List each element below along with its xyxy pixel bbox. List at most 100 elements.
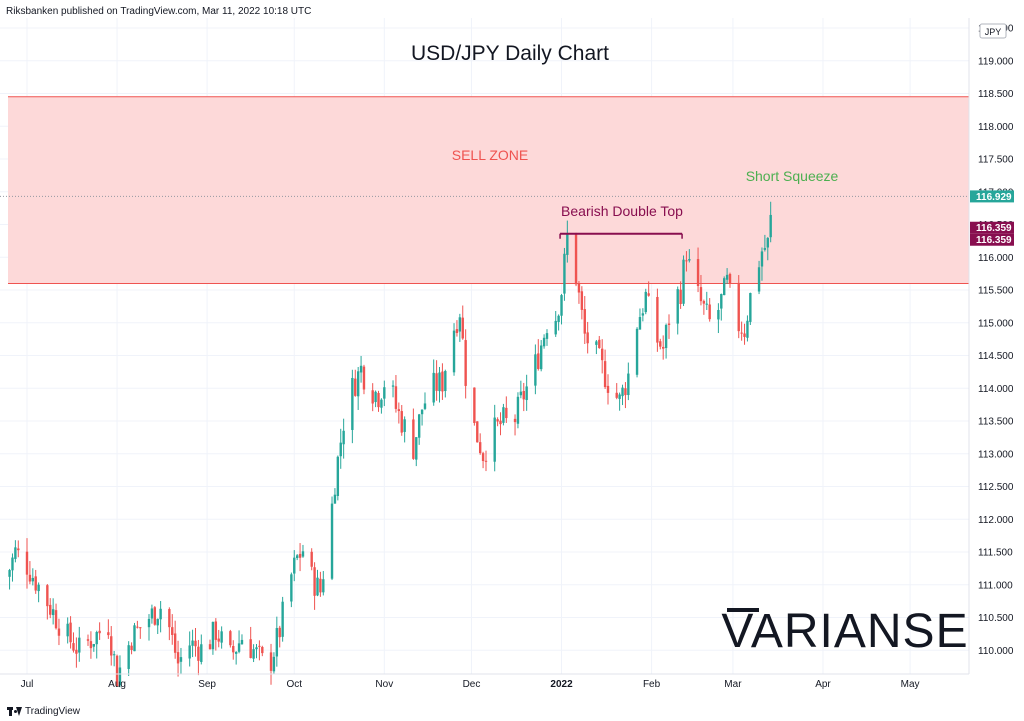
candle-body — [110, 636, 113, 656]
price-tick-label: 117.500 — [978, 155, 1014, 166]
candle-body — [336, 456, 340, 496]
tradingview-logo-icon — [7, 706, 22, 716]
candle-body — [606, 385, 610, 393]
currency-badge — [979, 23, 1007, 39]
candle-body — [298, 553, 302, 558]
candle-body — [229, 631, 232, 646]
price-tick-label: 112.500 — [978, 482, 1014, 493]
varianse-watermark-bar — [727, 608, 759, 612]
candle-body — [438, 372, 441, 392]
candle-body — [435, 373, 438, 391]
candle-body — [200, 644, 203, 662]
candle-body — [444, 370, 447, 391]
candle-body — [133, 625, 136, 652]
candle-body — [478, 442, 482, 454]
candle-body — [57, 628, 61, 636]
candle-body — [147, 618, 151, 628]
candle-body — [383, 387, 386, 399]
candle-body — [740, 332, 743, 334]
time-tick-label: Apr — [815, 679, 831, 690]
candle-body — [290, 574, 293, 602]
price-tick-label: 110.500 — [978, 613, 1014, 624]
candle-body — [728, 274, 732, 284]
candle-body — [522, 390, 525, 400]
candle-body — [656, 296, 659, 343]
candle-body — [313, 567, 316, 596]
candle-body — [322, 579, 325, 593]
candle-body — [89, 641, 93, 649]
candle-body — [214, 621, 218, 640]
candle-body — [232, 645, 235, 653]
candle-body — [638, 317, 642, 330]
time-tick-label: Mar — [724, 679, 742, 690]
candle-body — [136, 626, 139, 628]
price-tick-label: 115.500 — [978, 286, 1014, 297]
candle-body — [635, 328, 639, 375]
candle-body — [560, 295, 563, 316]
candle-body — [107, 632, 110, 636]
candle-body — [757, 267, 761, 292]
candlestick-chart[interactable]: USD/JPY Daily Chart SELL ZONE Bearish Do… — [0, 18, 1024, 704]
candle-body — [644, 291, 647, 313]
candle-body — [34, 576, 37, 591]
price-axis[interactable]: 110.000 110.500 111.000 111.500 112.000 112.5… — [978, 24, 1014, 657]
candle-body — [339, 442, 342, 457]
candle-body — [516, 396, 520, 424]
price-tick-label: 111.000 — [978, 580, 1013, 591]
candle-body — [412, 419, 415, 459]
candle-body — [496, 419, 499, 422]
candle-body — [621, 387, 624, 397]
candle-body — [539, 345, 543, 370]
candle-body — [179, 657, 183, 662]
candle-body — [11, 557, 14, 571]
candle-body — [725, 274, 729, 280]
price-tick-label: 118.000 — [978, 122, 1014, 133]
bearish-double-top-label: Bearish Double Top — [561, 203, 683, 219]
candle-body — [417, 414, 421, 438]
candle-body — [766, 237, 769, 248]
candle-body — [563, 253, 566, 294]
candle-body — [664, 324, 668, 349]
candle-body — [31, 577, 35, 582]
time-tick-label: Oct — [286, 679, 302, 690]
candle-body — [600, 348, 604, 361]
price-tick-label: 113.500 — [978, 417, 1014, 428]
candle-body — [295, 555, 299, 559]
candle-body — [627, 373, 630, 396]
candle-body — [432, 372, 435, 403]
candle-body — [720, 294, 723, 309]
candle-body — [743, 333, 746, 337]
candle-body — [400, 411, 403, 433]
candle-body — [258, 645, 261, 647]
candle-body — [455, 329, 459, 334]
price-tag-label: 116.929 — [976, 192, 1012, 203]
time-tick-label: Feb — [643, 679, 661, 690]
candle-body — [269, 652, 273, 671]
time-axis[interactable]: Jul Aug Sep Oct Nov Dec 2022 Feb Mar Apr May — [21, 679, 920, 690]
price-tick-label: 114.500 — [978, 351, 1014, 362]
candle-body — [441, 371, 444, 392]
candle-body — [130, 645, 133, 650]
candle-body — [513, 418, 517, 423]
candle-body — [281, 601, 284, 637]
candle-body — [473, 387, 476, 423]
candle-body — [696, 259, 700, 287]
candle-body — [705, 303, 708, 305]
candle-body — [208, 644, 212, 650]
candle-body — [69, 622, 72, 643]
chart-area[interactable]: USD/JPY Daily Chart SELL ZONE Bearish Do… — [0, 18, 1024, 704]
candle-body — [51, 609, 55, 616]
candle-body — [476, 421, 479, 443]
candle-body — [78, 637, 81, 653]
price-tick-label: 118.500 — [978, 89, 1014, 100]
candle-body — [249, 639, 252, 658]
candle-body — [484, 460, 488, 462]
price-tick-label: 113.000 — [978, 449, 1014, 460]
candle-body — [8, 570, 11, 577]
candle-body — [217, 638, 220, 642]
price-tick-label: 119.000 — [978, 56, 1014, 67]
candle-body — [499, 420, 502, 425]
price-tag-label: 116.359 — [976, 223, 1012, 234]
candle-body — [380, 399, 383, 408]
candle-body — [603, 361, 607, 388]
